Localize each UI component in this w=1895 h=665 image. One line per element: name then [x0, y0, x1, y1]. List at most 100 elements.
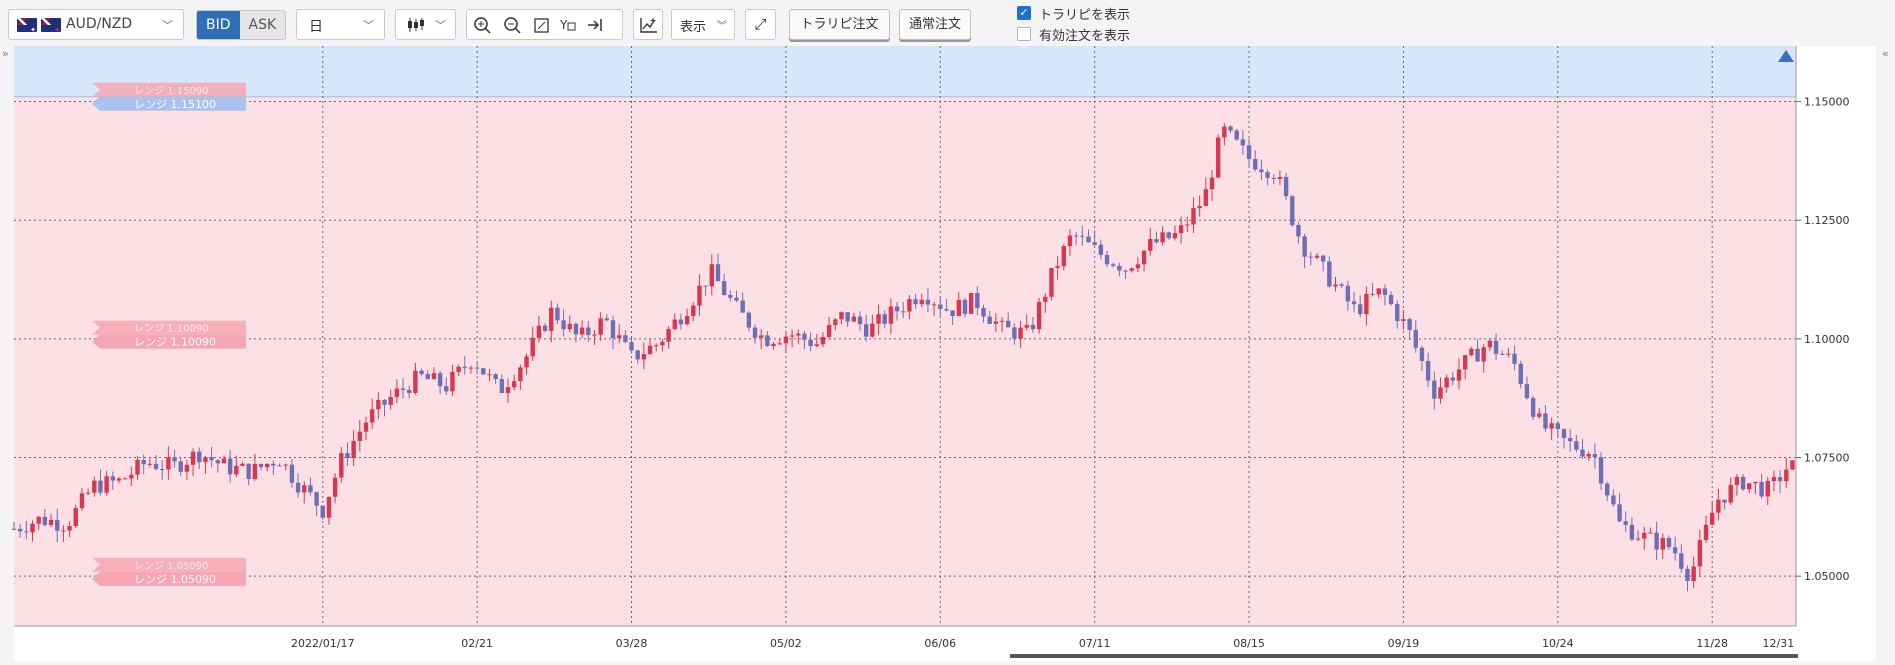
candle-up	[1703, 524, 1709, 541]
trap-repeat-order-button[interactable]: トラリピ注文	[789, 9, 890, 40]
zoom-in-icon[interactable]	[474, 17, 491, 34]
candle-up	[357, 431, 363, 441]
show-active-checkbox[interactable]	[1017, 27, 1031, 41]
candle-down	[320, 505, 325, 518]
show-active-toggle[interactable]: 有効注文を表示	[1017, 25, 1130, 44]
candle-down	[1629, 524, 1635, 540]
candle-down	[246, 463, 251, 480]
x-tick-label: 2022/01/17	[291, 637, 354, 650]
currency-pair-select[interactable]: AUD/NZD ﹀	[8, 9, 184, 40]
candle-down	[1592, 454, 1598, 458]
candle-down	[1524, 384, 1530, 399]
candle-down	[1345, 285, 1351, 302]
candle-down	[1302, 236, 1307, 257]
candle-up	[129, 474, 134, 479]
normal-order-button[interactable]: 通常注文	[899, 9, 971, 40]
candle-down	[1672, 547, 1678, 554]
candle-up	[1734, 476, 1740, 485]
collapse-left-icon[interactable]: »	[2, 47, 9, 60]
candle-down	[752, 327, 758, 338]
candle-down	[407, 389, 412, 393]
y-axis-lock-icon[interactable]: Y	[559, 18, 576, 32]
candle-up	[166, 457, 171, 470]
candle-up	[376, 399, 381, 410]
ask-button[interactable]: ASK	[239, 11, 286, 39]
candle-up	[839, 312, 844, 320]
expand-chart-button[interactable]: ⤢	[745, 9, 776, 40]
candle-down	[1432, 380, 1437, 399]
candle-up	[530, 337, 535, 357]
scroll-to-latest-icon[interactable]	[588, 19, 602, 31]
candle-down	[1259, 169, 1264, 173]
candle-up	[907, 299, 912, 312]
chart-type-select[interactable]: ﹀	[395, 9, 456, 40]
candle-down	[1320, 255, 1326, 262]
candle-up	[1209, 177, 1215, 190]
x-tick-label: 03/28	[616, 637, 648, 650]
candle-up	[654, 345, 659, 347]
x-tick-label: 08/15	[1233, 637, 1265, 650]
candle-down	[1240, 139, 1246, 146]
candle-down	[172, 457, 177, 462]
candle-down	[950, 310, 955, 317]
candle-down	[944, 308, 949, 311]
candle-down	[1339, 284, 1344, 286]
candle-up	[1771, 477, 1777, 482]
x-tick-label: 11/28	[1696, 637, 1728, 650]
candle-down	[1234, 130, 1239, 140]
candle-up	[1215, 137, 1221, 178]
show-trap-toggle[interactable]: ✓ トラリピを表示	[1017, 4, 1130, 23]
candle-down	[1425, 361, 1431, 381]
candle-down	[474, 367, 480, 369]
candle-down	[110, 476, 116, 481]
candle-down	[1561, 429, 1567, 439]
candle-up	[888, 306, 894, 324]
candle-down	[1080, 235, 1085, 237]
svg-text:Y: Y	[559, 18, 568, 32]
candle-down	[1543, 413, 1548, 429]
candle-up	[1506, 353, 1511, 355]
x-tick-label: 10/24	[1542, 637, 1574, 650]
time-scrollbar[interactable]	[1010, 654, 1798, 658]
display-menu-button[interactable]: 表示 ︾	[671, 9, 735, 40]
candle-up	[1203, 189, 1209, 207]
candle-down	[271, 463, 276, 466]
candle-up	[1018, 327, 1023, 339]
candle-up	[505, 387, 511, 393]
scroll-up-arrow-icon[interactable]	[1778, 50, 1794, 62]
range-tag-ghost-label: レンジ 1.10090	[134, 324, 209, 335]
show-trap-checkbox[interactable]: ✓	[1017, 6, 1031, 20]
candle-up	[870, 323, 875, 337]
candle-down	[623, 335, 628, 343]
candle-down	[499, 379, 505, 393]
zoom-out-icon[interactable]	[504, 17, 521, 34]
candle-up	[135, 459, 140, 475]
timeframe-select[interactable]: 日 ﹀	[296, 9, 385, 40]
collapse-right-icon[interactable]: «	[1882, 47, 1889, 60]
candle-up	[413, 370, 418, 393]
indicator-button[interactable]	[633, 9, 663, 40]
range-tag-ghost	[92, 320, 246, 335]
candle-up	[203, 457, 208, 463]
candle-down	[1512, 353, 1517, 364]
candle-down	[1759, 481, 1764, 497]
display-menu-label: 表示	[680, 20, 707, 35]
bid-button[interactable]: BID	[197, 11, 240, 39]
candle-down	[845, 312, 850, 322]
chart-canvas[interactable]: » « 1.15000 1.12500 1.10000 1.07500 1.05000 202…	[0, 46, 1895, 661]
trap-range-band	[14, 96, 1796, 627]
price-chart[interactable]: » « 1.15000 1.12500 1.10000 1.07500 1.05000 202…	[0, 46, 1895, 661]
candle-up	[993, 321, 999, 324]
candle-up	[524, 356, 529, 368]
candle-down	[1623, 521, 1628, 525]
candle-down	[604, 318, 610, 321]
fit-screen-icon[interactable]	[534, 18, 549, 33]
candle-up	[339, 453, 344, 478]
candle-down	[1123, 270, 1128, 272]
candle-up	[1036, 301, 1042, 330]
candle-down	[555, 307, 560, 321]
candle-up	[1697, 540, 1703, 567]
